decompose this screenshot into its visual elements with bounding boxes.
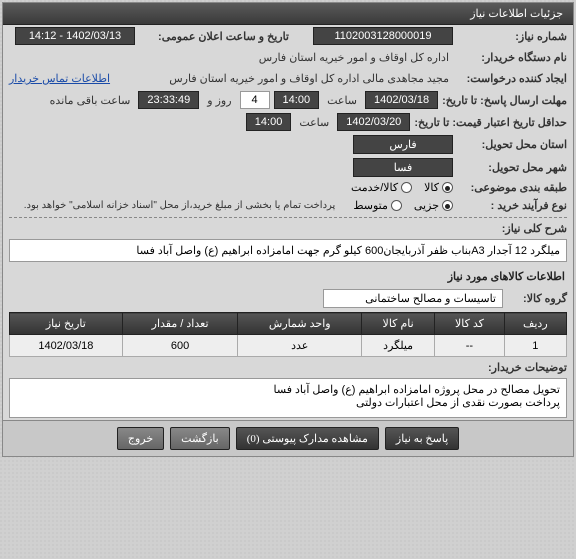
row-city: شهر محل تحویل: فسا [3,156,573,179]
requester-label: ایجاد کننده درخواست: [457,72,567,85]
announce-value: 1402/03/13 - 14:12 [15,27,135,45]
pt-small-option[interactable]: جزیی [414,199,453,212]
table-col-header: نام کالا [362,313,435,335]
deadline-label: مهلت ارسال پاسخ: تا تاریخ: [442,94,567,107]
group-value: تاسیسات و مصالح ساختمانی [323,289,503,308]
row-buyer: نام دستگاه خریدار: اداره کل اوقاف و امور… [3,47,573,68]
payment-note: پرداخت تمام یا بخشی از مبلغ خرید،از محل … [20,198,340,213]
table-cell: میلگرد [362,335,435,357]
group-label: گروه کالا: [507,292,567,305]
table-header-row: ردیفکد کالانام کالاواحد شمارشتعداد / مقد… [10,313,567,335]
radio-icon [442,200,453,211]
radio-icon [391,200,402,211]
table-col-header: کد کالا [435,313,504,335]
need-no-value: 1102003128000019 [313,27,453,45]
row-requester: ایجاد کننده درخواست: مجید مجاهدی مالی اد… [3,68,573,89]
class-service-option[interactable]: کالا/خدمت [351,181,412,194]
items-header: اطلاعات کالاهای مورد نیاز [3,266,573,287]
row-need-no: شماره نیاز: 1102003128000019 تاریخ و ساع… [3,25,573,47]
days-suffix: روز و [203,92,235,109]
validity-time: 14:00 [246,113,292,131]
announce-label: تاریخ و ساعت اعلان عمومی: [139,30,289,43]
footer-buttons: پاسخ به نیاز مشاهده مدارک پیوستی (0) باز… [3,420,573,456]
table-row: 1--میلگردعدد6001402/03/18 [10,335,567,357]
deadline-date: 1402/03/18 [365,91,438,109]
class-service-label: کالا/خدمت [351,181,398,194]
class-label: طبقه بندی موضوعی: [457,181,567,194]
explain-box: تحویل مصالح در محل پروژه امامزاده ابراهی… [9,378,567,418]
buyer-value: اداره کل اوقاف و امور خیریه استان فارس [255,49,453,66]
items-table: ردیفکد کالانام کالاواحد شمارشتعداد / مقد… [9,312,567,357]
buyer-label: نام دستگاه خریدار: [457,51,567,64]
contact-link[interactable]: اطلاعات تماس خریدار [9,72,110,85]
time-label-1: ساعت [323,92,361,109]
row-group: گروه کالا: تاسیسات و مصالح ساختمانی [3,287,573,310]
validity-label: حداقل تاریخ اعتبار قیمت: تا تاریخ: [414,116,567,129]
table-cell: -- [435,335,504,357]
back-button[interactable]: بازگشت [170,427,230,450]
table-col-header: واحد شمارش [238,313,362,335]
table-cell: عدد [238,335,362,357]
pt-small-label: جزیی [414,199,439,212]
deadline-time: 14:00 [274,91,320,109]
class-radio-group: کالا کالا/خدمت [351,181,453,194]
row-validity: حداقل تاریخ اعتبار قیمت: تا تاریخ: 1402/… [3,111,573,133]
class-goods-label: کالا [424,181,439,194]
subject-label: شرح کلی نیاز: [457,222,567,235]
remaining-suffix: ساعت باقی مانده [46,92,135,109]
row-classification: طبقه بندی موضوعی: کالا کالا/خدمت [3,179,573,196]
exit-button[interactable]: خروج [117,427,164,450]
explain-label: توضیحات خریدار: [457,361,567,374]
time-remaining: 23:33:49 [138,91,199,109]
subject-value: میلگرد 12 آجدار A3بناب ظفر آذربایجان600 … [9,239,567,262]
explain-line-1: تحویل مصالح در محل پروژه امامزاده ابراهی… [16,383,560,396]
table-cell: 1402/03/18 [10,335,123,357]
table-col-header: تاریخ نیاز [10,313,123,335]
time-label-2: ساعت [295,114,333,131]
table-col-header: تعداد / مقدار [122,313,238,335]
row-subject: شرح کلی نیاز: [3,220,573,237]
purchase-type-label: نوع فرآیند خرید : [457,199,567,212]
reply-button[interactable]: پاسخ به نیاز [385,427,459,450]
city-label: شهر محل تحویل: [457,161,567,174]
province-label: استان محل تحویل: [457,138,567,151]
requester-value: مجید مجاهدی مالی اداره کل اوقاف و امور خ… [165,70,453,87]
validity-date: 1402/03/20 [337,113,410,131]
row-deadline: مهلت ارسال پاسخ: تا تاریخ: 1402/03/18 سا… [3,89,573,111]
row-province: استان محل تحویل: فارس [3,133,573,156]
separator [9,217,567,218]
panel-title: جزئیات اطلاعات نیاز [3,3,573,25]
details-panel: جزئیات اطلاعات نیاز شماره نیاز: 11020031… [2,2,574,457]
row-explain: توضیحات خریدار: [3,359,573,376]
pt-medium-option[interactable]: متوسط [353,199,402,212]
radio-icon [401,182,412,193]
row-purchase-type: نوع فرآیند خرید : جزیی متوسط پرداخت تمام… [3,196,573,215]
province-value: فارس [353,135,453,154]
need-no-label: شماره نیاز: [457,30,567,43]
attachments-button[interactable]: مشاهده مدارک پیوستی (0) [236,427,379,450]
city-value: فسا [353,158,453,177]
class-goods-option[interactable]: کالا [424,181,453,194]
pt-medium-label: متوسط [353,199,388,212]
table-cell: 1 [504,335,566,357]
table-col-header: ردیف [504,313,566,335]
days-remaining: 4 [240,91,270,109]
explain-line-2: پرداخت بصورت نقدی از محل اعتبارات دولتی [16,396,560,409]
radio-icon [442,182,453,193]
purchase-type-group: جزیی متوسط [353,199,453,212]
table-cell: 600 [122,335,238,357]
